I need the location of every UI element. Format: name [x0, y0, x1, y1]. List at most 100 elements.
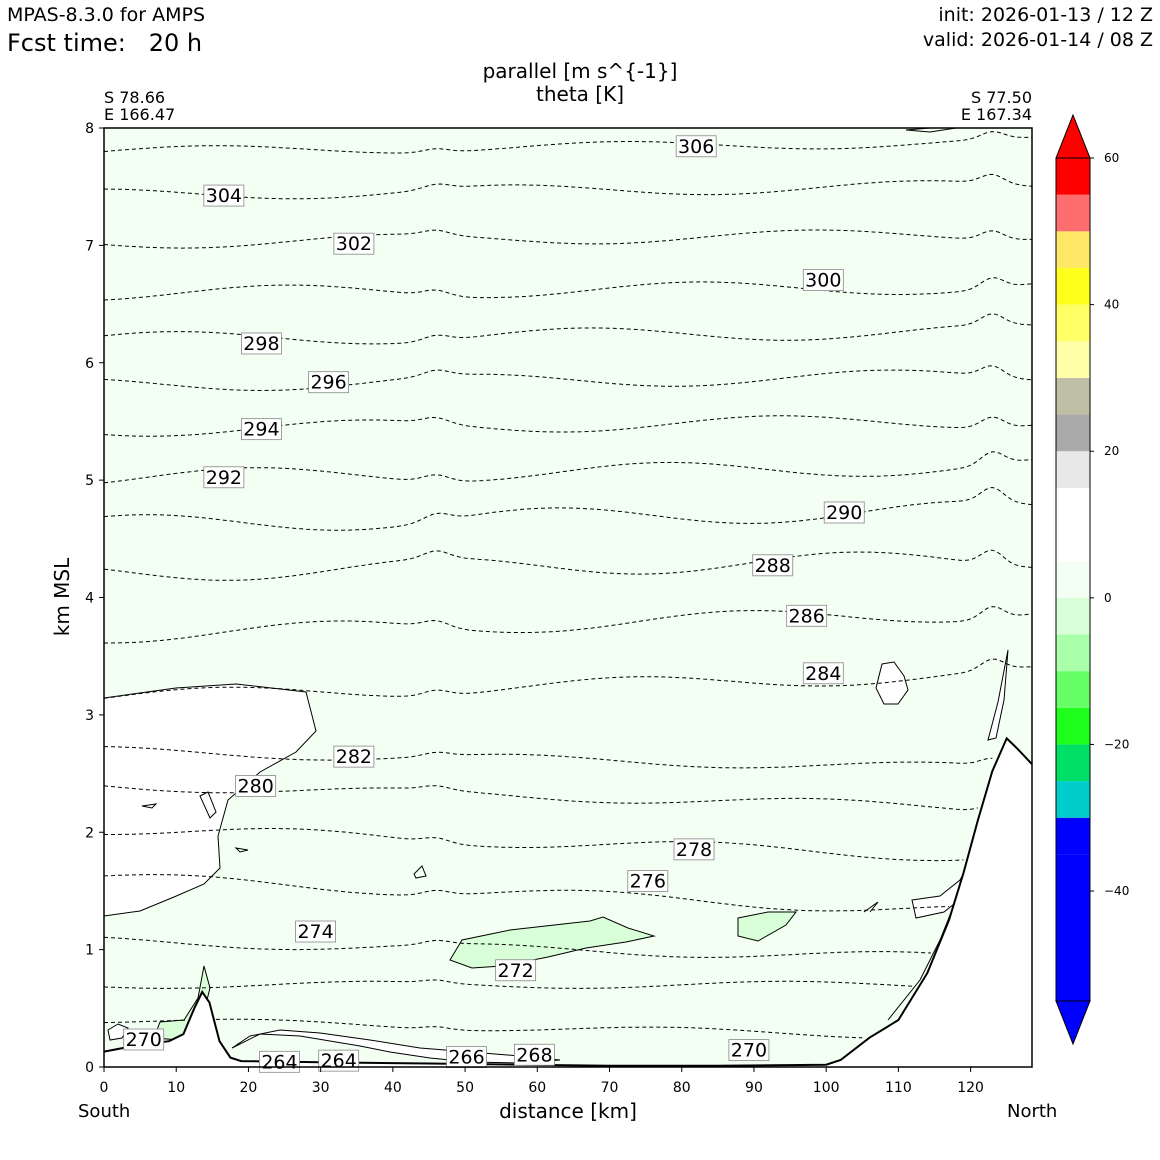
- theta-label-box: [203, 466, 245, 489]
- y-tick-label: 6: [85, 356, 94, 372]
- x-axis-label: distance [km]: [499, 1099, 637, 1123]
- init-time: init: 2026-01-13 / 12 Z: [938, 4, 1153, 26]
- terrain-outline: [104, 736, 1032, 1067]
- colorbar-segment: [1056, 854, 1090, 1001]
- theta-line: [104, 606, 1032, 644]
- colorbar-tick-label: 20: [1104, 444, 1119, 458]
- weak-negative-region-east: [738, 912, 796, 941]
- theta-label: 264: [318, 1049, 360, 1072]
- theta-label-text: 266: [448, 1047, 484, 1069]
- theta-label-text: 278: [676, 839, 712, 861]
- y-tick-label: 4: [85, 591, 94, 607]
- theta-label-text: 270: [731, 1040, 767, 1062]
- theta-label: 274: [295, 920, 336, 943]
- wind-contour-near-surface: [231, 1029, 561, 1064]
- left-endpoint-coords: S 78.66 E 166.47: [104, 89, 175, 123]
- theta-line: [104, 549, 1032, 581]
- colorbar-segment: [1056, 744, 1090, 782]
- y-tick-label: 2: [85, 825, 94, 841]
- theta-label: 304: [203, 184, 245, 207]
- theta-line: [104, 936, 931, 958]
- colorbar-tick-label: 0: [1104, 591, 1112, 605]
- colorbar-segment: [1056, 634, 1090, 672]
- south-label: South: [78, 1101, 131, 1122]
- x-tick-label: 90: [745, 1080, 763, 1096]
- x-axis: 0 10 20 30 40 50 60 70 80 90 100 110 120: [100, 1067, 984, 1096]
- wind-contour-ne-blob: [875, 661, 909, 705]
- theta-line: [104, 173, 1032, 200]
- colorbar-tick-label: −20: [1104, 737, 1129, 751]
- theta-line: [104, 451, 1032, 484]
- theta-label-text: 306: [678, 136, 714, 158]
- theta-label-text: 288: [755, 555, 791, 577]
- theta-label-text: 302: [336, 233, 372, 255]
- theta-label-box: [295, 920, 336, 943]
- plot-background: [104, 128, 1032, 1067]
- theta-label-text: 286: [789, 605, 825, 627]
- theta-label: 290: [823, 501, 865, 524]
- wind-contour-small-3: [413, 865, 427, 879]
- colorbar: 60 40 20 0 −20 −40: [1055, 113, 1129, 1046]
- colorbar-segment: [1056, 671, 1090, 708]
- theta-line: [104, 1018, 863, 1039]
- y-tick-label: 7: [85, 238, 94, 254]
- theta-label-box: [123, 1028, 165, 1051]
- theta-line: [104, 874, 949, 912]
- theta-label: 294: [241, 418, 282, 441]
- theta-label: 278: [673, 838, 715, 861]
- zero-wind-region-west: [104, 684, 316, 916]
- theta-label-box: [675, 135, 717, 158]
- theta-label-text: 284: [805, 663, 841, 685]
- x-tick-label: 120: [957, 1080, 984, 1096]
- theta-label-box: [333, 232, 375, 255]
- x-tick-label: 20: [240, 1080, 258, 1096]
- right-endpoint-lat: S 77.50: [970, 88, 1032, 107]
- theta-label: 264: [259, 1050, 300, 1073]
- colorbar-frame: [1055, 157, 1091, 1002]
- weak-negative-region-center: [450, 917, 654, 968]
- colorbar-tick-label: 40: [1104, 298, 1119, 312]
- colorbar-segment: [1056, 304, 1090, 342]
- theta-label: 280: [235, 775, 277, 797]
- x-tick-label: 0: [100, 1080, 109, 1096]
- y-axis: 0 1 2 3 4 5 6 7 8: [85, 121, 104, 1076]
- theta-label-box: [495, 959, 537, 982]
- theta-label-box: [786, 604, 828, 627]
- theta-label: 288: [752, 554, 794, 577]
- left-endpoint-lon: E 166.47: [104, 105, 176, 124]
- theta-label-box: [241, 418, 282, 441]
- theta-label-text: 264: [321, 1050, 357, 1072]
- colorbar-segment: [1056, 341, 1090, 378]
- theta-label-text: 296: [310, 372, 346, 394]
- forecast-time: Fcst time: 20 h: [7, 29, 203, 57]
- colorbar-segment: [1056, 158, 1090, 195]
- theta-label-text: 272: [498, 960, 534, 982]
- theta-label: 268: [514, 1043, 555, 1066]
- colorbar-segment: [1056, 524, 1090, 562]
- theta-line: [104, 785, 978, 811]
- terrain-fill: [104, 738, 1032, 1067]
- left-endpoint-lat: S 78.66: [104, 88, 166, 107]
- theta-contour-lines: [104, 131, 1032, 1039]
- theta-label-box: [752, 554, 794, 577]
- theta-label: 306: [675, 135, 717, 158]
- colorbar-tick-label: 60: [1104, 151, 1119, 165]
- wind-contour-small-5: [863, 901, 879, 913]
- theta-label-text: 268: [516, 1044, 552, 1066]
- theta-label-box: [728, 1039, 770, 1061]
- x-tick-label: 60: [528, 1080, 546, 1096]
- theta-label-box: [241, 332, 282, 355]
- theta-label-box: [203, 184, 245, 207]
- right-endpoint-lon: E 167.34: [960, 105, 1032, 124]
- theta-label-box: [514, 1043, 555, 1066]
- colorbar-segment: [1056, 267, 1090, 305]
- theta-label-box: [802, 269, 844, 291]
- colorbar-segment: [1056, 231, 1090, 268]
- theta-label-text: 264: [261, 1051, 297, 1073]
- theta-label: 272: [495, 959, 537, 982]
- terrain: [104, 736, 1032, 1067]
- valid-time: valid: 2026-01-14 / 08 Z: [922, 29, 1153, 51]
- colorbar-segment: [1056, 377, 1090, 415]
- theta-label: 292: [203, 466, 245, 489]
